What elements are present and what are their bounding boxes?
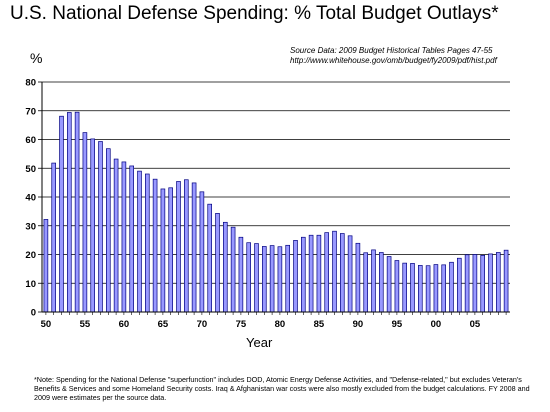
y-tick-label: 80: [25, 78, 36, 89]
bar: [90, 138, 96, 313]
bar: [51, 162, 57, 313]
bar: [425, 265, 431, 313]
bar: [308, 234, 314, 313]
x-tick-label: 80: [275, 319, 286, 330]
bar: [316, 234, 322, 313]
bar: [145, 173, 150, 313]
bar: [340, 233, 345, 313]
bar: [418, 265, 423, 313]
y-axis-label: %: [30, 50, 43, 66]
bar: [184, 179, 189, 313]
bar: [503, 249, 509, 313]
bar: [449, 261, 454, 313]
bar: [215, 213, 220, 313]
bars: [43, 111, 509, 313]
bar: [285, 244, 291, 313]
bar: [191, 182, 197, 313]
x-axis-label: Year: [246, 335, 273, 350]
y-tick-label: 40: [25, 193, 36, 204]
bar: [59, 115, 64, 313]
x-tick-label: 05: [470, 319, 481, 330]
x-tick-label: 95: [392, 319, 403, 330]
bar: [168, 187, 174, 313]
bar: [277, 246, 283, 313]
footnote: *Note: Spending for the National Defense…: [34, 375, 530, 402]
bar: [355, 242, 361, 313]
bar: [43, 219, 49, 313]
bar: [394, 260, 400, 313]
x-tick-label: 00: [431, 319, 442, 330]
bar: [301, 236, 306, 313]
bar: [472, 254, 478, 313]
x-tick-label: 75: [236, 319, 247, 330]
bar: [113, 158, 119, 313]
bar: [238, 236, 244, 313]
bar: [363, 252, 369, 313]
x-tick-label: 55: [80, 319, 91, 330]
bar: [66, 112, 72, 313]
source-url-line: http://www.whitehouse.gov/omb/budget/fy2…: [290, 56, 497, 65]
bar: [199, 191, 205, 313]
x-tick-label: 60: [119, 319, 130, 330]
x-tick-label: 85: [314, 319, 325, 330]
bar: [347, 235, 353, 313]
bar: [480, 255, 486, 313]
bar: [293, 240, 298, 313]
y-tick-label: 20: [25, 250, 36, 261]
bar: [105, 148, 111, 313]
chart-title: U.S. National Defense Spending: % Total …: [10, 3, 499, 24]
bar: [371, 249, 376, 313]
y-tick-label: 30: [25, 221, 36, 232]
bar: [402, 262, 408, 313]
y-tick-label: 0: [31, 308, 36, 319]
bar: [160, 188, 166, 313]
bar: [464, 254, 470, 313]
source-note: Source Data: 2009 Budget Historical Tabl…: [290, 46, 497, 66]
bar: [74, 111, 80, 313]
bar: [121, 161, 127, 313]
bar: [82, 132, 88, 313]
bar: [433, 264, 439, 313]
bar: [137, 170, 142, 313]
bar: [207, 203, 213, 313]
x-tick-label: 70: [197, 319, 208, 330]
bar: [176, 181, 181, 313]
bar: [254, 243, 259, 313]
bar: [152, 178, 158, 313]
bar: [457, 257, 462, 313]
bar: [324, 232, 330, 313]
tick-labels: 0 10 20 30 40 50 60 70 80 50 55 60 65 70 75 80 85 90 95 00 0…: [25, 78, 480, 331]
x-tick-label: 50: [41, 319, 52, 330]
bar: [332, 230, 337, 313]
y-tick-label: 70: [25, 106, 36, 117]
y-tick-label: 10: [25, 279, 36, 290]
bar: [410, 263, 415, 313]
bar: [386, 256, 392, 313]
source-data-line: Source Data: 2009 Budget Historical Tabl…: [290, 46, 493, 55]
bar: [223, 221, 228, 313]
x-tick-label: 90: [353, 319, 364, 330]
x-tick-label: 65: [158, 319, 169, 330]
bar: [441, 264, 447, 313]
bar: [129, 165, 135, 313]
bar: [262, 246, 267, 313]
axes: [38, 81, 510, 315]
bar: [496, 252, 501, 313]
bar: [246, 242, 252, 313]
y-tick-label: 60: [25, 135, 36, 146]
gridlines: [42, 81, 510, 312]
bar: [230, 226, 236, 313]
bar: [488, 253, 493, 313]
bar: [98, 141, 103, 313]
y-tick-label: 50: [25, 164, 36, 175]
bar: [269, 245, 275, 313]
bar: [379, 252, 384, 313]
